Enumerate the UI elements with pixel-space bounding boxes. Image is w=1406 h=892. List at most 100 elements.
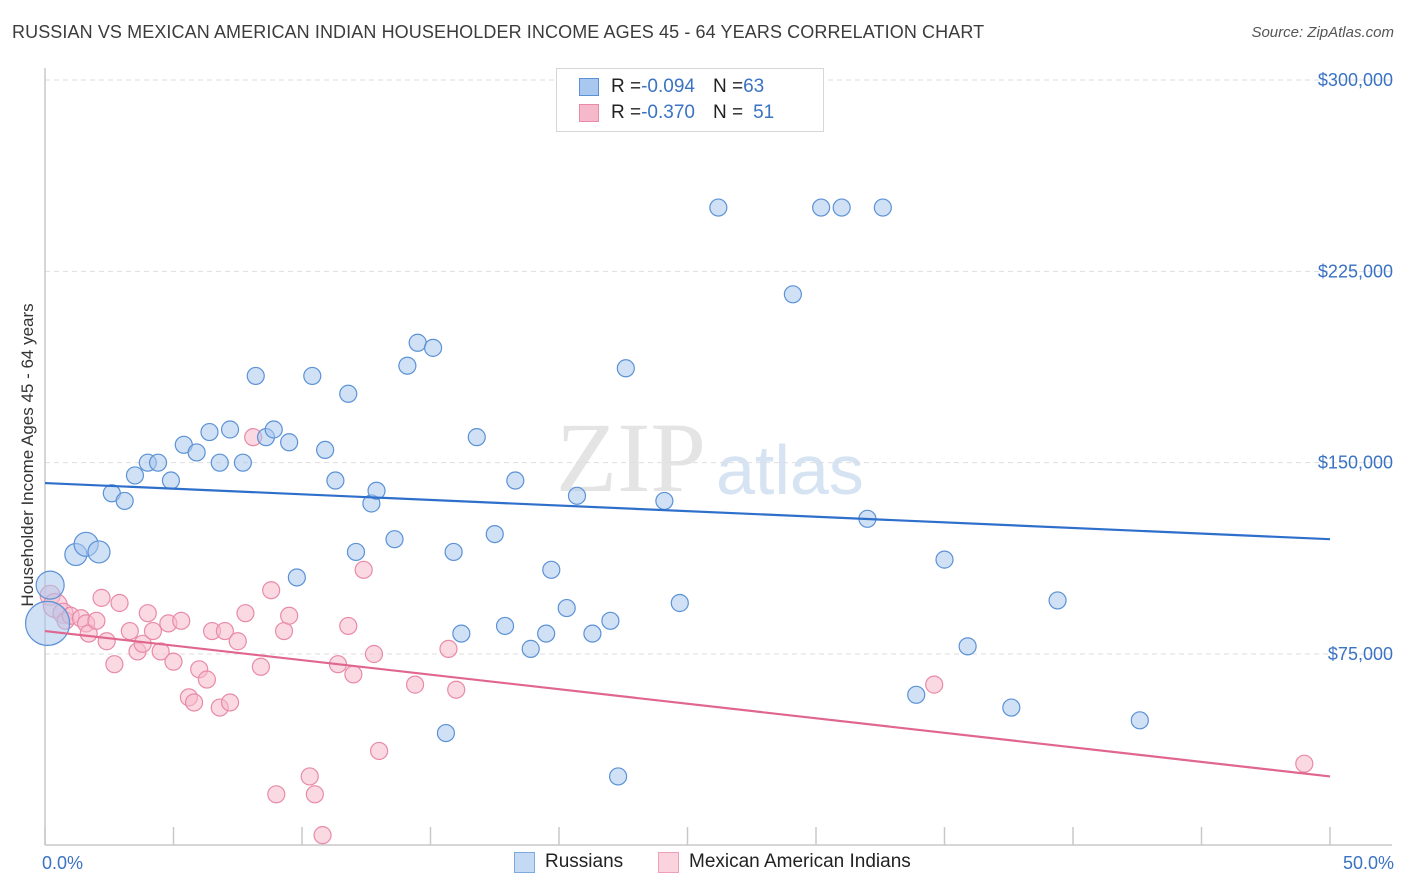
point-mexican-american-indians	[262, 581, 281, 600]
point-russians	[783, 285, 802, 304]
watermark-atlas: atlas	[716, 431, 864, 509]
point-russians	[1130, 711, 1149, 730]
point-russians	[583, 624, 602, 643]
point-russians	[537, 624, 556, 643]
point-mexican-american-indians	[236, 604, 255, 623]
legend-item-russians[interactable]: Russians	[514, 851, 623, 873]
point-russians	[233, 453, 252, 472]
point-mexican-american-indians	[364, 644, 384, 664]
point-russians	[346, 542, 366, 562]
point-russians	[385, 530, 404, 549]
legend-label-mexican-american-indians: Mexican American Indians	[689, 851, 911, 872]
point-mexican-american-indians	[251, 657, 270, 676]
point-russians	[670, 593, 689, 613]
trend-line-russians	[44, 481, 1331, 541]
point-russians	[935, 550, 954, 569]
y-tick-label: $300,000	[1318, 70, 1393, 90]
point-mexican-american-indians	[344, 665, 363, 684]
chart-title: RUSSIAN VS MEXICAN AMERICAN INDIAN HOUSE…	[12, 22, 985, 42]
point-mexican-american-indians	[172, 611, 191, 630]
point-russians	[24, 600, 71, 646]
point-mexican-american-indians	[300, 767, 319, 786]
point-mexican-american-indians	[439, 639, 458, 658]
point-mexican-american-indians	[87, 611, 106, 630]
point-russians	[958, 637, 977, 656]
correlation-legend: R = -0.094 N = 63 R = -0.370 N = 51	[556, 68, 824, 132]
point-mexican-american-indians	[151, 642, 170, 661]
point-russians	[316, 440, 335, 460]
point-russians	[557, 598, 576, 618]
point-mexican-american-indians	[228, 632, 247, 651]
legend-n-value: 51	[753, 102, 775, 123]
point-mexican-american-indians	[274, 621, 294, 641]
point-mexican-american-indians	[370, 741, 389, 761]
point-mexican-american-indians	[184, 693, 204, 712]
point-russians	[616, 359, 635, 378]
point-russians	[220, 420, 240, 439]
point-russians	[161, 471, 181, 490]
point-mexican-american-indians	[143, 621, 163, 641]
point-russians	[398, 356, 417, 375]
point-russians	[436, 723, 456, 743]
point-russians	[467, 428, 486, 447]
point-russians	[1002, 698, 1021, 717]
y-tick-label: $75,000	[1328, 644, 1393, 664]
trend-line-mexican-american-indians	[44, 629, 1331, 778]
point-mexican-american-indians	[92, 588, 111, 607]
point-russians	[567, 486, 587, 505]
point-russians	[367, 481, 386, 500]
axes	[44, 68, 1392, 846]
point-mexican-american-indians	[405, 675, 425, 694]
legend-row-mexican-american-indians: R = -0.370 N = 51	[579, 101, 774, 125]
legend-r-label: R =	[611, 102, 642, 123]
point-russians	[200, 422, 219, 442]
point-mexican-american-indians	[138, 604, 157, 623]
legend-r-value: -0.370	[641, 102, 695, 123]
point-russians	[115, 491, 134, 511]
point-russians	[87, 540, 111, 564]
point-russians	[444, 542, 463, 562]
point-russians	[542, 560, 561, 579]
point-russians	[1048, 591, 1067, 610]
point-mexican-american-indians	[447, 680, 466, 699]
point-russians	[485, 524, 504, 544]
source-label: Source: ZipAtlas.com	[1251, 24, 1394, 41]
point-russians	[326, 471, 345, 490]
point-russians	[495, 616, 515, 636]
trend-lines	[44, 481, 1331, 778]
point-mexican-american-indians	[354, 560, 373, 579]
legend-swatch-russians	[514, 851, 535, 873]
legend-item-mexican-american-indians[interactable]: Mexican American Indians	[658, 851, 911, 873]
point-russians	[907, 685, 926, 704]
legend-swatch-mexican-american-indians	[658, 851, 679, 873]
point-russians	[506, 471, 525, 490]
point-mexican-american-indians	[1295, 754, 1314, 773]
point-mexican-american-indians	[280, 606, 299, 625]
point-russians	[148, 453, 168, 472]
point-mexican-american-indians	[97, 632, 116, 651]
point-mexican-american-indians	[305, 785, 324, 804]
point-russians	[655, 491, 674, 511]
point-russians	[303, 366, 322, 386]
point-russians	[423, 338, 443, 357]
point-russians	[125, 466, 145, 485]
point-russians	[812, 198, 831, 217]
point-mexican-american-indians	[105, 655, 124, 674]
point-mexican-american-indians	[925, 675, 944, 694]
legend-n-label: N =	[712, 102, 744, 123]
point-mexican-american-indians	[110, 593, 129, 613]
legend-swatch-mexican-american-indians	[579, 104, 599, 122]
tick-labels: $75,000 $150,000 $225,000 $300,000 0.0% 50.0%	[42, 70, 1394, 873]
legend-swatch-russians	[579, 78, 599, 96]
y-tick-label: $150,000	[1318, 453, 1393, 473]
point-mexican-american-indians	[339, 616, 358, 636]
point-russians	[339, 384, 358, 403]
point-russians	[246, 366, 265, 386]
point-russians	[452, 624, 471, 643]
point-mexican-american-indians	[220, 693, 240, 712]
point-russians	[873, 198, 892, 217]
point-russians	[521, 639, 540, 658]
point-russians	[601, 611, 620, 630]
series-legend: Russians Mexican American Indians	[0, 851, 1406, 877]
